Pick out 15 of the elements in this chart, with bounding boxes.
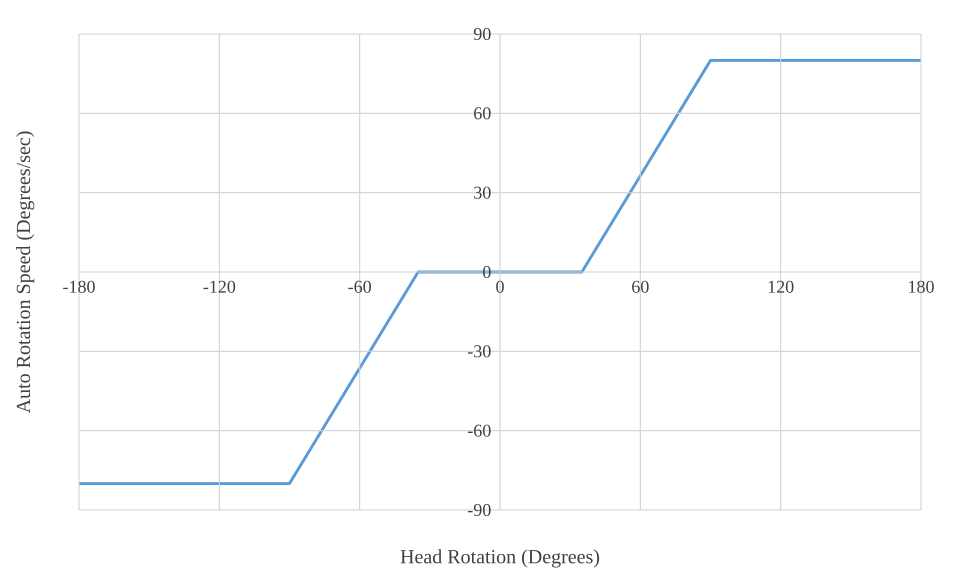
x-axis-title: Head Rotation (Degrees) bbox=[400, 549, 600, 568]
y-tick-label: 60 bbox=[474, 107, 491, 120]
x-tick-label: 180 bbox=[909, 280, 934, 293]
x-tick-label: -60 bbox=[348, 280, 371, 293]
y-tick-label: 30 bbox=[474, 186, 491, 199]
y-tick-label: 90 bbox=[474, 28, 491, 40]
y-tick-label: -90 bbox=[468, 504, 491, 516]
x-tick-label: 120 bbox=[768, 280, 794, 293]
y-tick-label: -60 bbox=[468, 424, 491, 437]
y-tick-label: -30 bbox=[468, 345, 491, 358]
x-tick-label: 60 bbox=[632, 280, 649, 293]
x-tick-label: -120 bbox=[204, 280, 236, 293]
x-tick-label: -180 bbox=[63, 280, 95, 293]
y-axis-title: Auto Rotation Speed (Degrees/sec) bbox=[16, 132, 34, 414]
x-tick-label: 0 bbox=[496, 280, 504, 293]
